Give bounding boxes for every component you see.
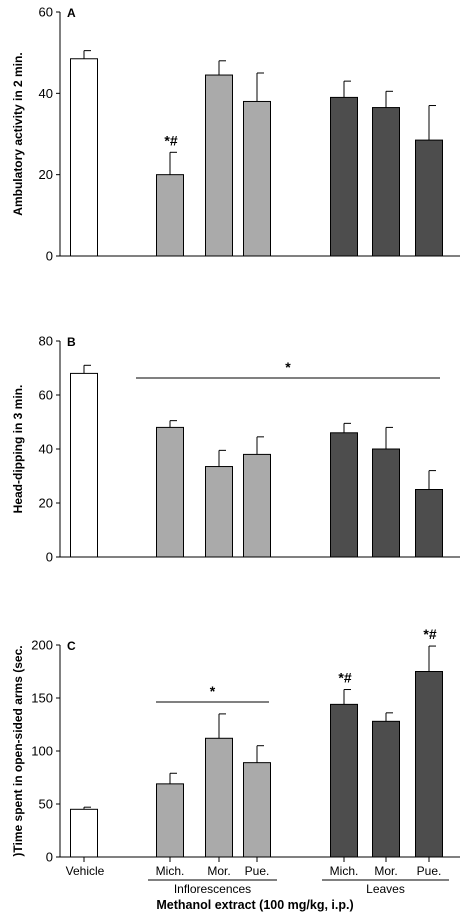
y-tick-label: 40	[39, 86, 53, 101]
y-tick-label: 40	[39, 442, 53, 457]
significance-label: *	[210, 683, 216, 699]
bar	[330, 432, 358, 558]
significance-label: *	[285, 359, 291, 375]
x-tick-label: Pue.	[245, 864, 270, 878]
bar	[243, 100, 271, 257]
y-tick-label: 60	[39, 388, 53, 403]
bar	[243, 453, 271, 558]
bar	[415, 671, 443, 858]
bar	[156, 783, 184, 858]
chart-panel-c: 0 50 100 150 200 C )Time spent in open-sided a…	[11, 626, 460, 912]
x-axis-label: Methanol extract (100 mg/kg, i.p.)	[156, 898, 353, 912]
bar	[330, 703, 358, 858]
bar	[330, 96, 358, 257]
bar	[70, 808, 98, 858]
y-axis-label: )Time spent in open-sided arms (sec.	[11, 645, 25, 856]
significance-label: *#	[164, 132, 177, 148]
bar	[70, 372, 98, 558]
y-tick-label: 60	[39, 5, 53, 20]
y-tick-label: 20	[39, 496, 53, 511]
y-tick-label: 80	[39, 334, 53, 349]
chart-panel-b: 0 20 40 60 80 B Head-dipping in 3 min. *	[11, 334, 460, 565]
y-tick-label: 0	[46, 850, 53, 865]
bar	[156, 174, 184, 257]
panel-label: B	[67, 335, 76, 349]
bar	[243, 762, 271, 858]
group-label: Inflorescences	[174, 882, 251, 896]
bar	[205, 466, 233, 558]
y-tick-label: 20	[39, 167, 53, 182]
chart-panel-a: 0 20 40 60 A Ambulatory activity in 2 min. *#	[11, 5, 460, 264]
y-tick-label: 0	[46, 550, 53, 565]
bar	[372, 448, 400, 558]
significance-label: *#	[338, 670, 351, 686]
x-tick-label: Mor.	[374, 864, 397, 878]
y-tick-label: 200	[31, 638, 53, 653]
bar	[372, 720, 400, 858]
bar	[372, 107, 400, 257]
y-tick-label: 50	[39, 797, 53, 812]
y-axis-label: Head-dipping in 3 min.	[11, 385, 25, 514]
panel-label: A	[67, 6, 76, 20]
x-tick-label: Mor.	[207, 864, 230, 878]
group-label: Leaves	[366, 882, 405, 896]
significance-label: *#	[423, 626, 436, 642]
bar	[70, 58, 98, 257]
x-tick-label: Vehicle	[66, 864, 105, 878]
y-tick-label: 0	[46, 249, 53, 264]
x-tick-label: Mich.	[330, 864, 359, 878]
y-axis-label: Ambulatory activity in 2 min.	[11, 52, 25, 215]
bar	[156, 426, 184, 558]
y-tick-label: 150	[31, 691, 53, 706]
bar	[205, 737, 233, 858]
bar	[415, 139, 443, 257]
bar	[205, 74, 233, 257]
bar	[415, 489, 443, 558]
x-tick-label: Pue.	[417, 864, 442, 878]
x-tick-label: Mich.	[156, 864, 185, 878]
panel-label: C	[67, 639, 76, 653]
y-tick-label: 100	[31, 744, 53, 759]
